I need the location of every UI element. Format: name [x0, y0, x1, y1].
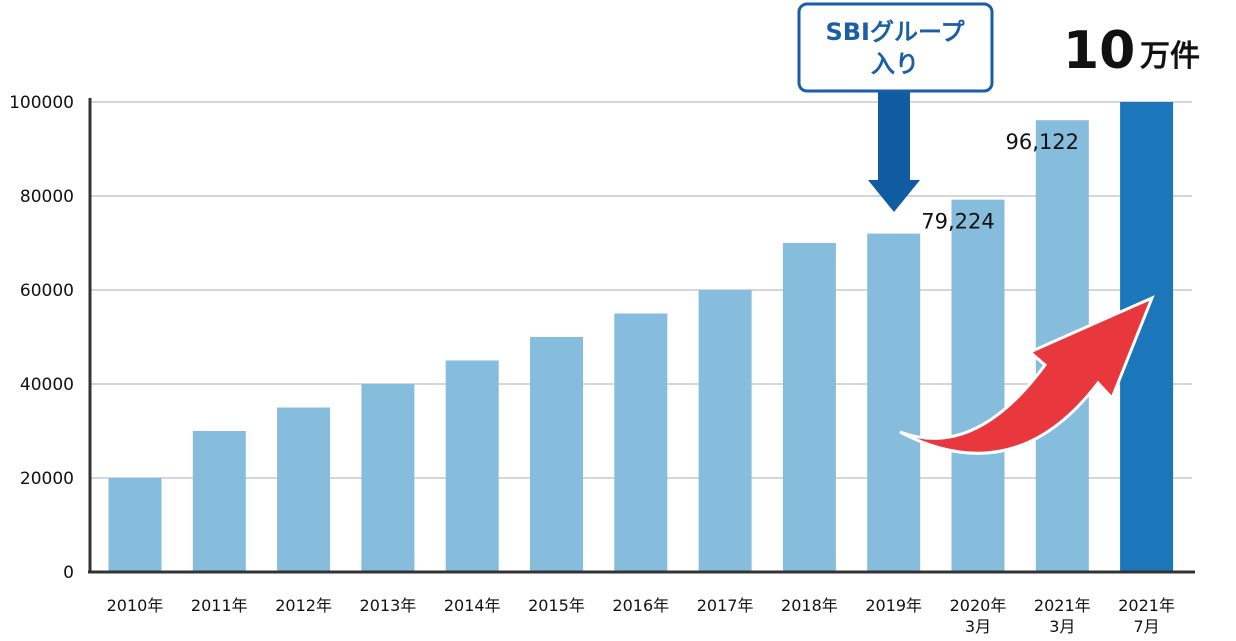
- bar: [108, 478, 162, 572]
- x-tick-label: 2013年: [360, 596, 417, 615]
- bar: [951, 199, 1005, 572]
- x-tick-label: 2019年: [865, 596, 922, 615]
- headline-number: 10: [1063, 21, 1135, 81]
- x-tick-label: 7月: [1134, 617, 1160, 636]
- y-tick-labels: 0 20000 40000 60000 80000 100000: [9, 93, 74, 583]
- x-tick-label: 3月: [965, 617, 991, 636]
- y-tick-label: 40000: [20, 375, 74, 395]
- headline-unit: 万件: [1140, 39, 1200, 74]
- bar: [277, 407, 331, 572]
- axes: [88, 98, 1195, 574]
- bar: [445, 360, 499, 572]
- x-tick-labels: 2010年 2011年 2012年 2013年 2014年 2015年 2016年 2017年…: [107, 596, 1175, 636]
- x-tick-label: 2016年: [612, 596, 669, 615]
- data-label: 79,224: [921, 210, 994, 234]
- y-tick-label: 20000: [20, 469, 74, 489]
- bars: [108, 102, 1174, 573]
- bar: [867, 233, 921, 572]
- y-tick-label: 80000: [20, 187, 74, 207]
- x-tick-label: 2018年: [781, 596, 838, 615]
- callout-text-line-1: SBIグループ: [825, 18, 965, 46]
- callout-box: [797, 2, 994, 93]
- x-tick-label: 2021年: [1034, 596, 1091, 615]
- y-tick-label: 0: [63, 563, 74, 583]
- x-tick-label: 2011年: [191, 596, 248, 615]
- x-tick-label: 2015年: [528, 596, 585, 615]
- bar: [192, 431, 246, 572]
- bar: [698, 290, 752, 572]
- bar: [361, 384, 415, 572]
- bar: [614, 313, 668, 572]
- x-tick-label: 2021年: [1118, 596, 1175, 615]
- growth-arrow-icon: [899, 295, 1155, 455]
- x-tick-label: 2014年: [444, 596, 501, 615]
- data-labels: 79,224 96,122: [921, 130, 1079, 233]
- callout-text-line-2: 入り: [871, 50, 919, 78]
- gridlines: [90, 101, 1192, 479]
- x-tick-label: 2020年: [950, 596, 1007, 615]
- bar: [782, 243, 836, 572]
- x-tick-label: 2010年: [107, 596, 164, 615]
- x-tick-label: 2017年: [697, 596, 754, 615]
- data-label: 96,122: [1006, 130, 1079, 154]
- y-tick-label: 100000: [9, 93, 74, 113]
- x-tick-label: 3月: [1049, 617, 1075, 636]
- bar: [530, 337, 583, 572]
- x-tick-label: 2012年: [275, 596, 332, 615]
- down-arrow-icon: [868, 90, 920, 212]
- y-tick-label: 60000: [20, 281, 74, 301]
